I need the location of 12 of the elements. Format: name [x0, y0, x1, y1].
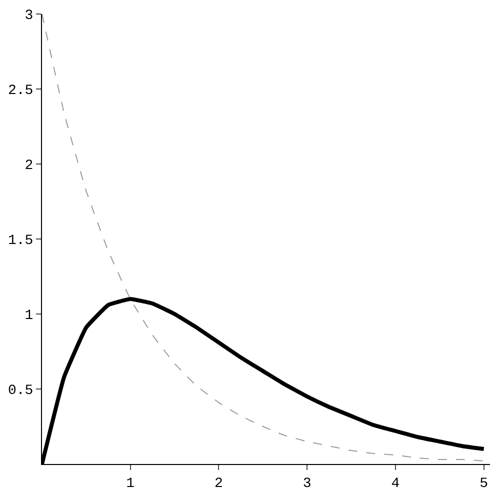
x-tick-label: 1	[126, 476, 135, 492]
x-tick-label: 3	[302, 476, 312, 492]
y-tick-label: 1.5	[8, 232, 34, 249]
x-tick-label: 2	[214, 476, 223, 492]
y-tick-label: 1	[24, 308, 34, 324]
y-tick-label: 2.5	[8, 82, 34, 99]
y-tick-label: 2	[24, 158, 34, 174]
line-series	[42, 14, 484, 462]
x-tick-label: 5	[480, 476, 488, 492]
y-tick-label: 3	[24, 8, 34, 24]
x-tick-label: 4	[391, 476, 400, 492]
y-tick-label: 0.5	[8, 382, 34, 399]
